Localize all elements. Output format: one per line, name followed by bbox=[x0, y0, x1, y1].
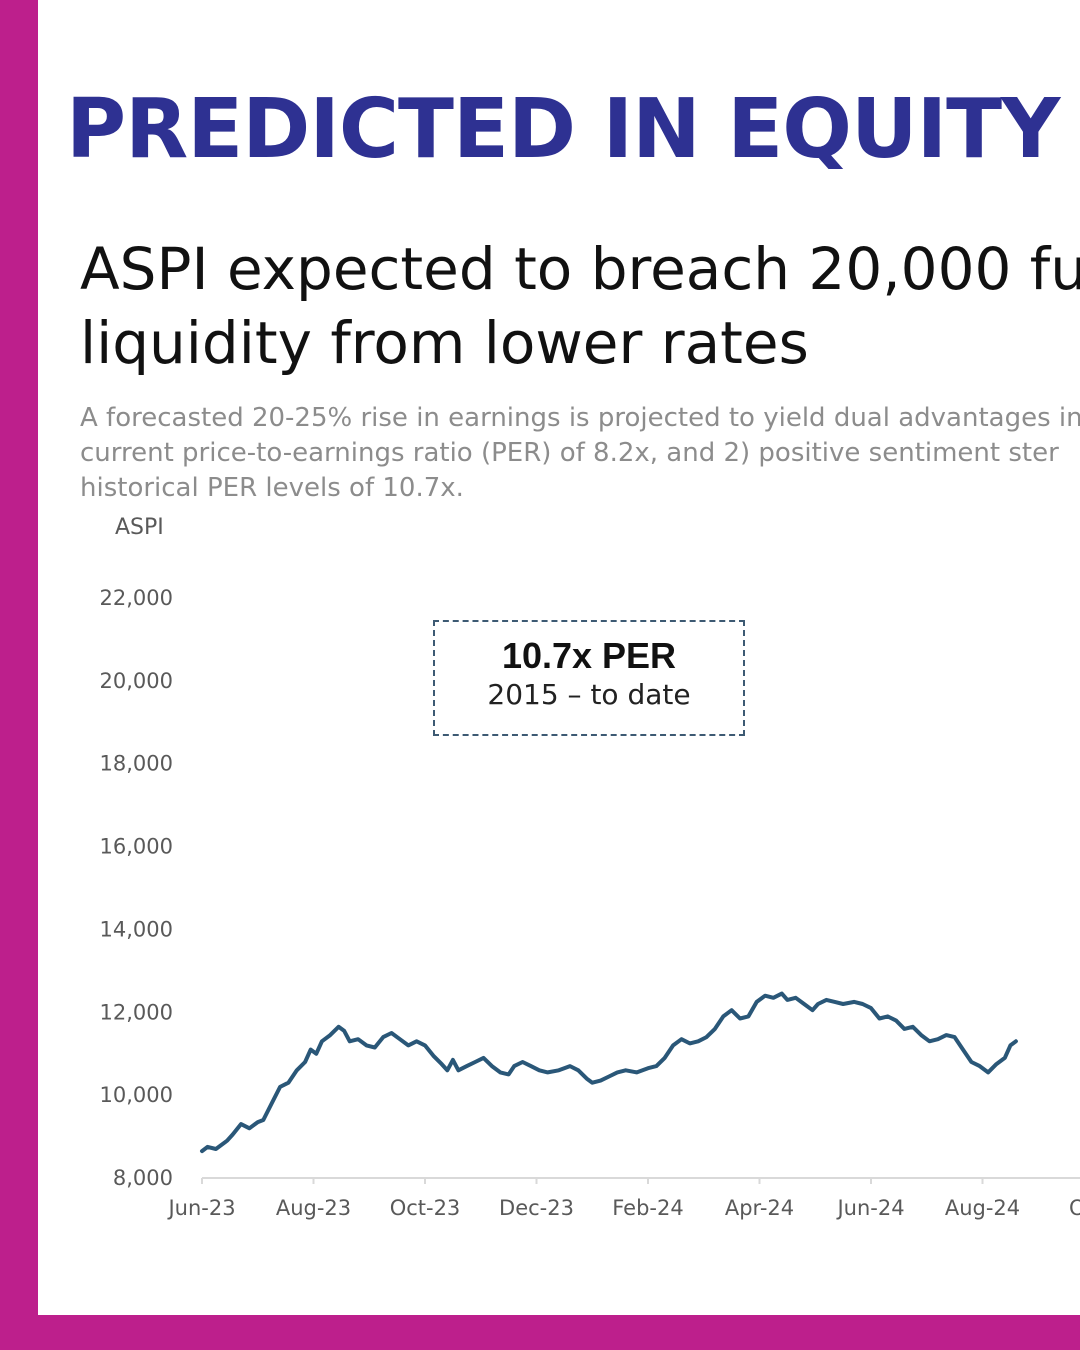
aspi-series-line bbox=[200, 991, 1018, 1154]
x-tick-label: Jun-23 bbox=[166, 1196, 235, 1220]
y-tick-label: 10,000 bbox=[100, 1083, 173, 1107]
x-tick-label: Feb-24 bbox=[612, 1196, 683, 1220]
subtitle-line-2: liquidity from lower rates bbox=[80, 309, 809, 377]
y-tick-label: 20,000 bbox=[100, 669, 173, 693]
description-line-3: historical PER levels of 10.7x. bbox=[80, 473, 464, 503]
annotation-title: 10.7x PER bbox=[501, 635, 677, 676]
x-tick-label: Jun-24 bbox=[835, 1196, 904, 1220]
y-tick-label: 18,000 bbox=[100, 752, 173, 776]
y-tick-label: 22,000 bbox=[100, 586, 173, 610]
chart-subtitle: ASPI expected to breach 20,000 fue liqui… bbox=[80, 232, 1080, 380]
per-annotation-box: 10.7x PER 2015 – to date bbox=[433, 620, 745, 736]
description-line-2: current price-to-earnings ratio (PER) of… bbox=[80, 438, 1059, 468]
chart-description: A forecasted 20-25% rise in earnings is … bbox=[80, 401, 1080, 506]
x-tick-label: Dec-23 bbox=[499, 1196, 574, 1220]
subtitle-line-1: ASPI expected to breach 20,000 fue bbox=[80, 235, 1080, 303]
x-tick-label: Aug-23 bbox=[276, 1196, 351, 1220]
x-tick-label: Oc bbox=[1069, 1196, 1080, 1220]
page-title: PREDICTED IN EQUITY STR bbox=[66, 84, 1080, 176]
y-tick-label: 14,000 bbox=[100, 917, 173, 941]
y-tick-label: 8,000 bbox=[113, 1166, 173, 1190]
frame-bottom-border bbox=[0, 1315, 1080, 1350]
y-tick-label: 12,000 bbox=[100, 1000, 173, 1024]
y-axis-label: ASPI bbox=[115, 515, 164, 540]
description-line-1: A forecasted 20-25% rise in earnings is … bbox=[80, 403, 1080, 433]
y-tick-label: 16,000 bbox=[100, 835, 173, 859]
x-tick-label: Oct-23 bbox=[390, 1196, 461, 1220]
x-tick-label: Aug-24 bbox=[945, 1196, 1020, 1220]
aspi-line-chart: 22,000 20,000 18,000 16,000 14,000 12,000 10,0… bbox=[100, 586, 1080, 1220]
x-tick-label: Apr-24 bbox=[725, 1196, 794, 1220]
frame-left-border bbox=[0, 0, 38, 1350]
annotation-subtitle: 2015 – to date bbox=[487, 678, 691, 711]
